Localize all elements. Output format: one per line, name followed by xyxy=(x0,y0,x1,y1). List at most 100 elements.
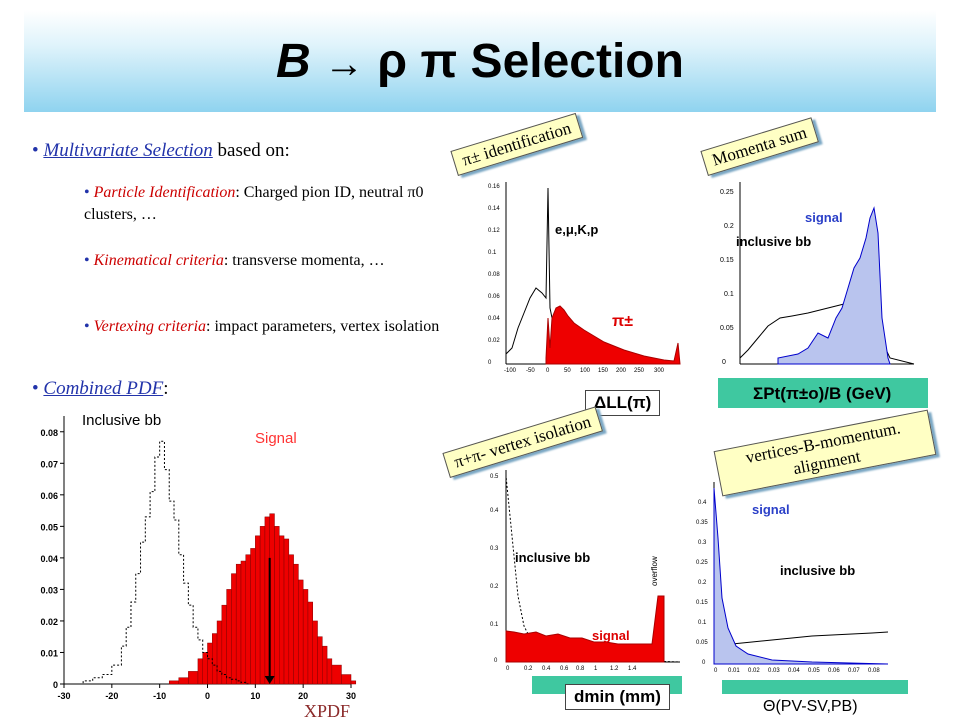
svg-text:1: 1 xyxy=(594,666,598,672)
signal-bar xyxy=(250,548,256,685)
svg-text:0: 0 xyxy=(488,360,492,366)
svg-text:0.07: 0.07 xyxy=(848,668,860,674)
signal-bar xyxy=(274,526,280,685)
signal-bar xyxy=(331,664,342,685)
alignment-axis-label: Θ(PV-SV,PB) xyxy=(763,698,858,715)
title-banner xyxy=(24,10,936,112)
x-tick-label: 20 xyxy=(298,691,308,701)
svg-text:0.05: 0.05 xyxy=(696,640,708,646)
vtx-signal-label: signal xyxy=(752,502,790,517)
multivariate-link[interactable]: Multivariate Selection xyxy=(43,140,213,161)
svg-text:1.4: 1.4 xyxy=(628,666,637,672)
x-tick-label: -20 xyxy=(105,691,118,701)
y-tick-label: 0.04 xyxy=(40,554,58,564)
signal-bar xyxy=(341,674,352,685)
alignment-axis-bar xyxy=(722,680,908,694)
x-tick-label: 10 xyxy=(250,691,260,701)
svg-text:0.6: 0.6 xyxy=(560,666,569,672)
svg-text:50: 50 xyxy=(564,368,571,374)
svg-text:0.3: 0.3 xyxy=(490,546,499,552)
svg-text:overflow: overflow xyxy=(650,556,659,586)
svg-text:0: 0 xyxy=(506,666,510,672)
svg-text:0.03: 0.03 xyxy=(768,668,780,674)
signal-bar xyxy=(283,538,290,685)
svg-text:0.06: 0.06 xyxy=(828,668,840,674)
svg-text:0.15: 0.15 xyxy=(720,257,734,264)
combined-line: • Combined PDF: xyxy=(32,378,169,399)
isolation-histogram: 00.10.20.3 0.40.5 0 0.2 0.4 0.6 0.8 1 1.2 1.4 … xyxy=(490,470,681,672)
signal-bar xyxy=(168,680,180,685)
main-signal-label: Signal xyxy=(255,430,297,447)
svg-text:0.01: 0.01 xyxy=(728,668,740,674)
mom-signal-label: signal xyxy=(805,210,843,225)
svg-text:250: 250 xyxy=(634,368,645,374)
svg-text:-100: -100 xyxy=(504,368,517,374)
y-tick-label: 0 xyxy=(53,680,58,690)
signal-bar xyxy=(259,526,266,685)
inclusive-bb-curve xyxy=(64,440,250,685)
isolation-axis-label: dmin (mm) xyxy=(565,684,670,710)
criterion-1: • Particle Identification: Charged pion … xyxy=(84,184,424,223)
vtx-bg-label: inclusive bb xyxy=(780,563,856,578)
combined-pdf-chart: 0 0.01 0.02 0.03 0.04 0.05 0.06 0.07 0.08 -30 -20 -… xyxy=(40,416,357,701)
svg-text:0: 0 xyxy=(494,658,498,664)
signal-bar xyxy=(202,652,208,685)
signal-bar xyxy=(326,658,333,685)
svg-text:200: 200 xyxy=(616,368,627,374)
svg-text:1.2: 1.2 xyxy=(610,666,619,672)
signal-bar xyxy=(312,620,318,685)
iso-signal-label: signal xyxy=(592,628,630,643)
svg-text:0: 0 xyxy=(722,359,726,366)
signal-bar xyxy=(197,658,203,685)
mom-bg-label: inclusive bb xyxy=(736,234,812,249)
y-tick-label: 0.02 xyxy=(40,617,58,627)
main-bb-label: Inclusive bb xyxy=(82,412,162,429)
signal-bar xyxy=(288,554,294,685)
svg-text:0.02: 0.02 xyxy=(488,338,500,344)
svg-text:0.4: 0.4 xyxy=(490,508,499,514)
svg-text:0: 0 xyxy=(546,368,550,374)
intro-line: • Multivariate Selection based on: xyxy=(32,140,290,161)
svg-text:-50: -50 xyxy=(526,368,535,374)
signal-bar xyxy=(302,589,309,685)
criterion-3: • Vertexing criteria: impact parameters,… xyxy=(84,318,440,335)
x-tick-label: -30 xyxy=(57,691,70,701)
momenta-histogram: 0 0.05 0.1 0.15 0.2 0.25 xyxy=(720,182,915,366)
svg-text:0.3: 0.3 xyxy=(698,540,707,546)
svg-text:0.15: 0.15 xyxy=(696,600,708,606)
pid-axis-label: ΔLL(π) xyxy=(585,390,661,416)
momenta-axis-label: ΣPt(π±o)/B (GeV) xyxy=(753,384,892,403)
signal-bar xyxy=(221,604,227,685)
pid-bg-label: e,μ,K,p xyxy=(555,222,599,237)
signal-bar xyxy=(293,563,299,685)
svg-text:0.5: 0.5 xyxy=(490,474,499,480)
svg-text:0.04: 0.04 xyxy=(788,668,800,674)
svg-text:0.14: 0.14 xyxy=(488,206,500,212)
signal-bar xyxy=(216,620,223,685)
signal-bar xyxy=(231,573,237,685)
xpdf-label: XPDF xyxy=(304,701,351,721)
pid-histogram: 0 0.02 0.04 0.06 0.08 0.1 0.12 0.14 0.16 -100 -5… xyxy=(488,182,681,374)
svg-text:0.06: 0.06 xyxy=(488,294,500,300)
signal-bar xyxy=(307,601,313,685)
pid-tag: π± identification xyxy=(450,112,584,176)
y-tick-label: 0.08 xyxy=(40,428,58,438)
svg-text:0.8: 0.8 xyxy=(576,666,585,672)
svg-text:0.4: 0.4 xyxy=(542,666,551,672)
y-tick-label: 0.07 xyxy=(40,459,58,469)
momenta-tag: Momenta sum xyxy=(700,117,819,176)
svg-text:0.1: 0.1 xyxy=(490,622,499,628)
alignment-histogram: 0 0.05 0.1 0.15 0.2 0.25 0.3 0.35 0.4 0 0.01 0.02… xyxy=(696,482,889,674)
signal-bar xyxy=(207,642,213,685)
y-tick-label: 0.05 xyxy=(40,522,58,532)
svg-text:0: 0 xyxy=(714,668,718,674)
svg-text:0.4: 0.4 xyxy=(698,500,707,506)
signal-bar xyxy=(178,677,189,685)
y-tick-label: 0.01 xyxy=(40,648,58,658)
combined-pdf-link[interactable]: Combined PDF xyxy=(43,378,164,399)
x-tick-label: 0 xyxy=(205,691,210,701)
svg-text:0.05: 0.05 xyxy=(720,325,734,332)
signal-bar xyxy=(235,563,242,685)
svg-text:0.2: 0.2 xyxy=(490,584,499,590)
signal-bar xyxy=(240,560,247,685)
